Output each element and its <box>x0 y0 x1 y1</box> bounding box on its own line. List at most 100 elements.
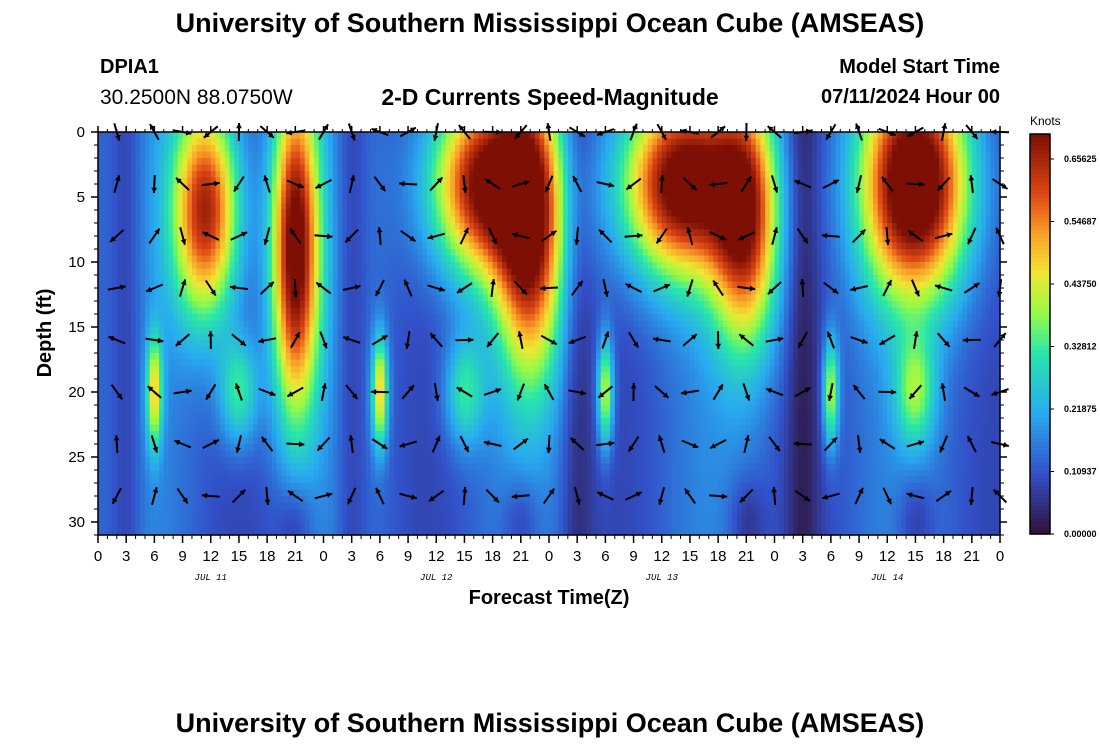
heatmap-cell <box>459 177 466 185</box>
heatmap-cell <box>440 223 447 231</box>
heatmap-cell <box>187 437 193 445</box>
heatmap-cell <box>135 379 141 387</box>
heatmap-cell <box>445 268 451 276</box>
heatmap-cell <box>332 483 339 491</box>
heatmap-cell <box>361 236 367 244</box>
heatmap-cell <box>375 470 381 478</box>
heatmap-cell <box>126 216 132 224</box>
heatmap-cell <box>431 405 437 413</box>
heatmap-cell <box>206 333 212 341</box>
heatmap-cell <box>346 151 353 159</box>
heatmap-cell <box>323 496 329 504</box>
heatmap-cell <box>412 528 419 536</box>
heatmap-cell <box>112 138 118 146</box>
heatmap-cell <box>361 444 367 452</box>
heatmap-cell <box>375 476 381 484</box>
heatmap-cell <box>206 268 212 276</box>
heatmap-cell <box>238 236 245 244</box>
heatmap-cell <box>375 171 381 179</box>
heatmap-cell <box>173 444 179 452</box>
heatmap-cell <box>243 385 249 393</box>
heatmap-cell <box>229 379 235 387</box>
heatmap-cell <box>300 320 306 328</box>
heatmap-cell <box>196 359 202 367</box>
heatmap-cell <box>271 372 278 380</box>
heatmap-cell <box>342 307 348 315</box>
heatmap-cell <box>253 249 259 257</box>
heatmap-cell <box>262 502 268 510</box>
heatmap-cell <box>436 171 442 179</box>
heatmap-cell <box>455 359 461 367</box>
heatmap-cell <box>426 242 433 250</box>
heatmap-cell <box>314 203 320 211</box>
heatmap-cell <box>229 255 235 263</box>
heatmap-cell <box>356 457 362 465</box>
heatmap-cell <box>215 528 221 536</box>
heatmap-cell <box>253 255 259 263</box>
heatmap-cell <box>112 151 118 159</box>
heatmap-cell <box>375 463 381 471</box>
heatmap-cell <box>403 268 409 276</box>
heatmap-cell <box>351 288 357 296</box>
heatmap-cell <box>163 437 170 445</box>
heatmap-cell <box>365 398 372 406</box>
heatmap-cell <box>342 229 348 237</box>
heatmap-cell <box>149 294 155 302</box>
heatmap-cell <box>182 470 188 478</box>
heatmap-cell <box>469 476 475 484</box>
heatmap-cell <box>408 333 414 341</box>
heatmap-cell <box>469 489 475 497</box>
heatmap-cell <box>290 236 296 244</box>
heatmap-cell <box>309 444 315 452</box>
heatmap-cell <box>102 379 108 387</box>
heatmap-cell <box>346 437 353 445</box>
heatmap-cell <box>295 275 301 283</box>
heatmap-cell <box>304 457 311 465</box>
heatmap-cell <box>234 502 240 510</box>
heatmap-cell <box>168 333 174 341</box>
heatmap-cell <box>173 229 179 237</box>
heatmap-cell <box>130 151 137 159</box>
heatmap-cell <box>398 158 404 166</box>
heatmap-cell <box>436 476 442 484</box>
heatmap-cell <box>102 346 108 354</box>
heatmap-cell <box>450 450 456 458</box>
heatmap-cell <box>98 184 104 192</box>
heatmap-cell <box>126 398 132 406</box>
heatmap-cell <box>398 307 404 315</box>
heatmap-cell <box>149 138 155 146</box>
heatmap-cell <box>445 424 451 432</box>
heatmap-cell <box>318 431 325 439</box>
heatmap-cell <box>384 294 390 302</box>
heatmap-cell <box>267 171 273 179</box>
heatmap-cell <box>238 502 245 510</box>
heatmap-cell <box>445 522 451 530</box>
heatmap-cell <box>422 184 428 192</box>
heatmap-cell <box>206 249 212 257</box>
heatmap-cell <box>121 424 127 432</box>
heatmap-cell <box>201 463 207 471</box>
heatmap-cell <box>126 509 132 517</box>
heatmap-cell <box>177 353 184 361</box>
heatmap-cell <box>318 288 325 296</box>
heatmap-cell <box>140 346 146 354</box>
heatmap-cell <box>210 320 217 328</box>
heatmap-cell <box>314 151 320 159</box>
heatmap-cell <box>201 509 207 517</box>
heatmap-cell <box>455 483 461 491</box>
heatmap-cell <box>440 327 447 335</box>
heatmap-cell <box>365 320 372 328</box>
heatmap-cell <box>469 320 475 328</box>
heatmap-cell <box>309 242 315 250</box>
heatmap-cell <box>342 340 348 348</box>
heatmap-cell <box>356 138 362 146</box>
heatmap-cell <box>271 294 278 302</box>
heatmap-cell <box>253 151 259 159</box>
heatmap-cell <box>276 418 282 426</box>
heatmap-cell <box>365 496 372 504</box>
heatmap-cell <box>234 470 240 478</box>
heatmap-cell <box>220 314 226 322</box>
heatmap-cell <box>140 151 146 159</box>
heatmap-cell <box>220 327 226 335</box>
heatmap-cell <box>135 184 141 192</box>
